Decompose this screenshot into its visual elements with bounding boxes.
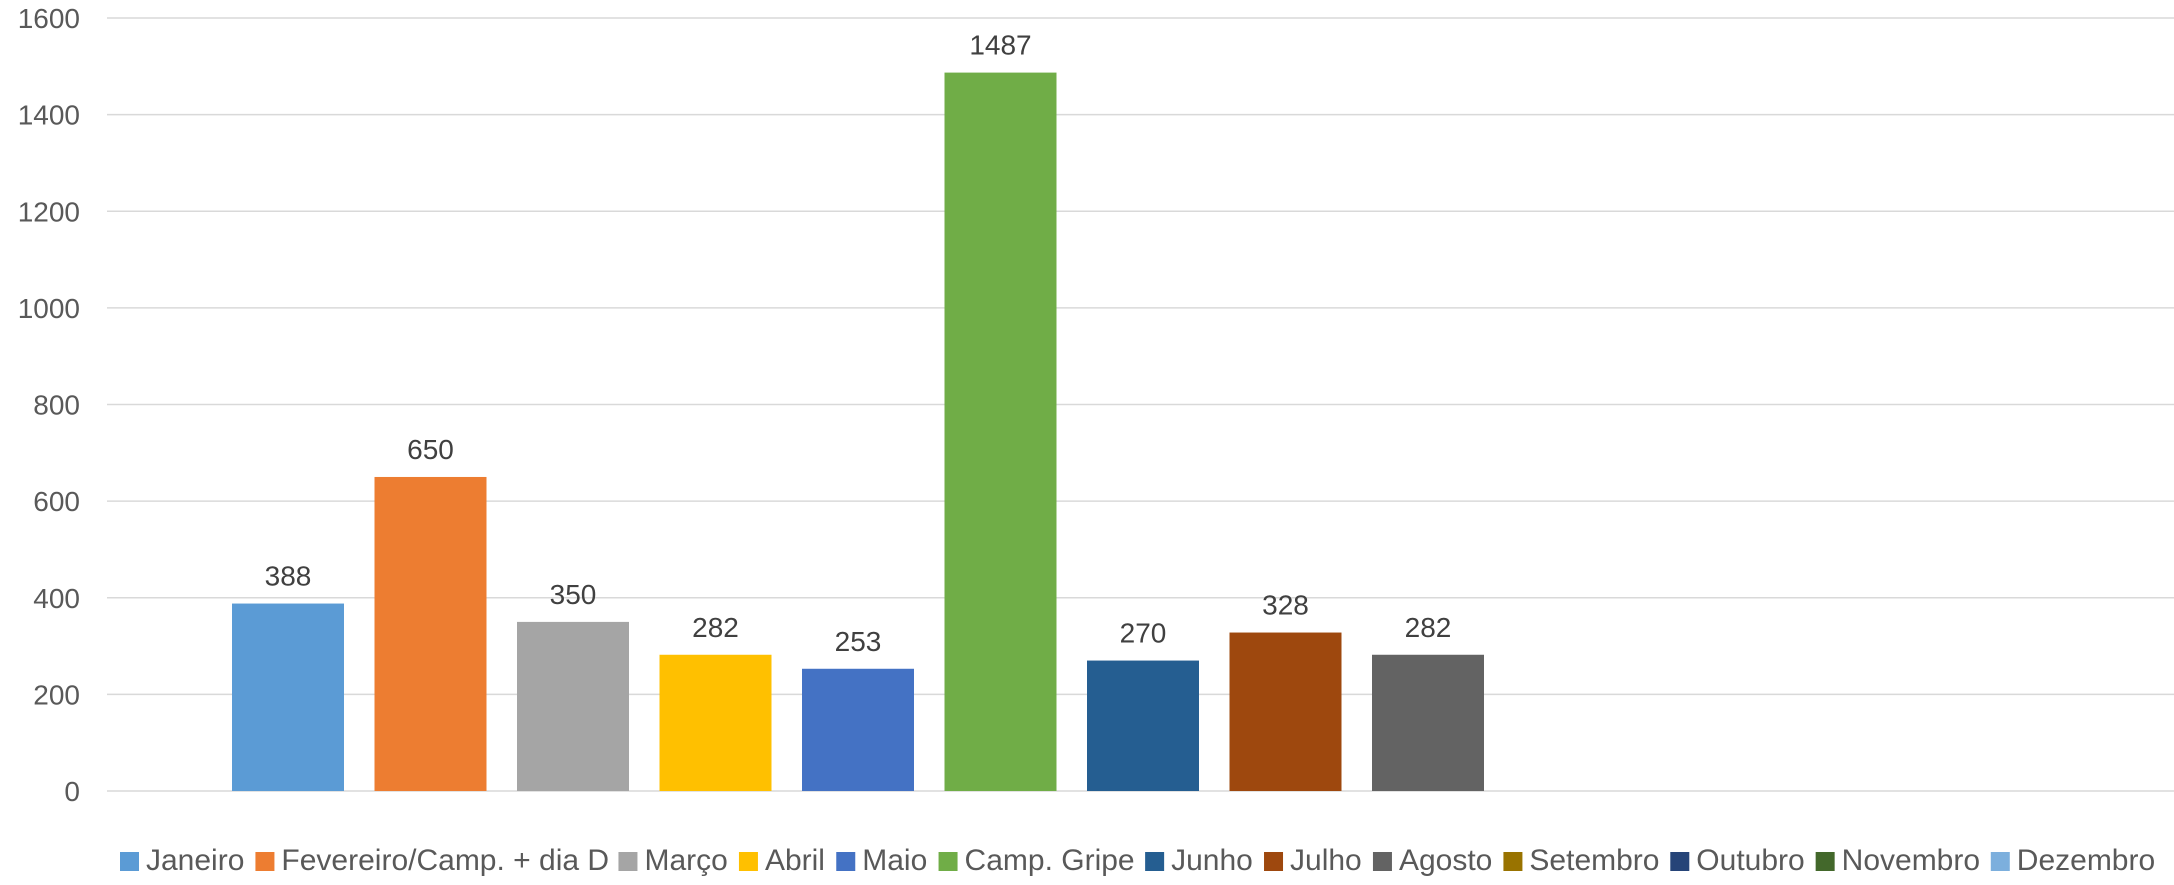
legend-swatch	[618, 852, 638, 871]
bar	[374, 476, 487, 791]
bar	[659, 654, 772, 791]
legend-item: Maio	[836, 844, 927, 877]
legend-label: Outubro	[1696, 844, 1804, 877]
legend-label: Janeiro	[146, 844, 244, 877]
data-label: 650	[407, 434, 454, 465]
legend: Janeiro Fevereiro/Camp. + dia D Março Abril…	[120, 844, 2155, 877]
legend-swatch	[1372, 852, 1392, 871]
data-label: 253	[835, 626, 882, 657]
legend-label: Março	[644, 844, 727, 877]
legend-swatch	[1145, 852, 1165, 871]
legend-swatch	[1990, 852, 2010, 871]
legend-item: Camp. Gripe	[938, 844, 1135, 877]
legend-label: Julho	[1290, 844, 1362, 877]
data-label: 388	[265, 561, 312, 592]
legend-item: Agosto	[1372, 844, 1492, 877]
legend-label: Junho	[1171, 844, 1253, 877]
y-tick-label: 400	[33, 583, 80, 614]
legend-item: Janeiro	[120, 844, 244, 877]
bar	[1229, 632, 1342, 791]
y-tick-label: 1000	[18, 293, 80, 324]
bar	[802, 668, 914, 791]
y-tick-label: 1600	[18, 3, 80, 34]
bar	[1087, 660, 1199, 791]
data-label: 1487	[969, 30, 1031, 61]
legend-label: Dezembro	[2017, 844, 2155, 877]
y-tick-label: 1400	[18, 100, 80, 131]
legend-swatch	[938, 852, 958, 871]
bar	[517, 621, 629, 791]
y-tick-label: 0	[64, 776, 80, 807]
legend-swatch	[836, 852, 856, 871]
legend-label: Fevereiro/Camp. + dia D	[281, 844, 609, 877]
legend-item: Outubro	[1670, 844, 1805, 877]
legend-swatch	[1815, 852, 1835, 871]
legend-item: Abril	[738, 844, 825, 877]
legend-label: Abril	[765, 844, 825, 877]
legend-item: Novembro	[1815, 844, 1980, 877]
legend-item: Setembro	[1503, 844, 1660, 877]
legend-label: Agosto	[1399, 844, 1492, 877]
bar	[232, 603, 344, 791]
legend-swatch	[255, 852, 275, 871]
legend-swatch	[738, 852, 758, 871]
legend-swatch	[120, 852, 139, 871]
legend-item: Março	[618, 844, 728, 877]
data-labels: 388 650 350 282 253 1487 270 328 282	[265, 30, 1452, 657]
legend-swatch	[1264, 852, 1284, 871]
legend-label: Maio	[862, 844, 927, 877]
legend-item: Fevereiro/Camp. + dia D	[255, 844, 609, 877]
data-label: 350	[550, 579, 597, 610]
y-tick-label: 600	[33, 486, 80, 517]
legend-label: Setembro	[1529, 844, 1659, 877]
legend-label: Novembro	[1842, 844, 1980, 877]
data-label: 282	[1405, 612, 1452, 643]
y-axis-tick-labels: 0 200 400 600 800 1000 1200 1400 1600	[18, 3, 80, 807]
bar	[1372, 654, 1484, 791]
legend-item: Julho	[1264, 844, 1362, 877]
y-tick-label: 200	[33, 679, 80, 710]
y-tick-label: 1200	[18, 196, 80, 227]
data-label: 282	[692, 612, 739, 643]
data-label: 270	[1120, 618, 1167, 649]
legend-item: Junho	[1145, 844, 1253, 877]
y-tick-label: 800	[33, 390, 80, 421]
legend-label: Camp. Gripe	[965, 844, 1135, 877]
legend-swatch	[1670, 852, 1690, 871]
data-label: 328	[1262, 590, 1309, 621]
bar	[944, 72, 1057, 791]
legend-item: Dezembro	[1990, 844, 2155, 877]
legend-swatch	[1503, 852, 1523, 871]
bars	[232, 72, 1484, 791]
